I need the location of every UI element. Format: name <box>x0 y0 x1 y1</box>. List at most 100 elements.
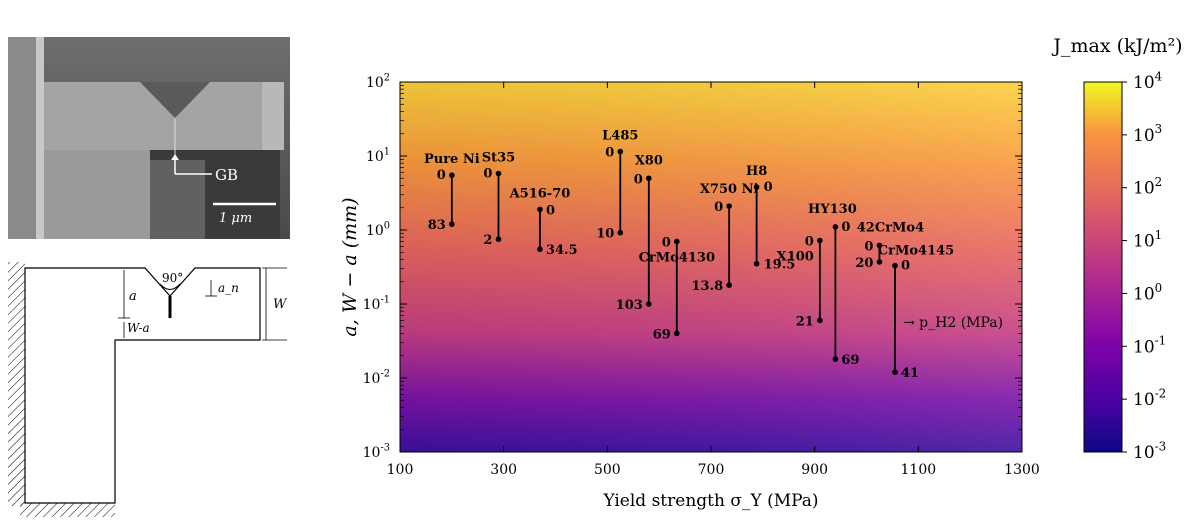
range-top-point <box>646 175 652 182</box>
x-tick-label: 700 <box>698 462 725 478</box>
material-name-label: X100 <box>777 250 814 265</box>
plot-area <box>399 81 1023 453</box>
colorbar-ticks: 104 103 102 101 100 10-1 10-2 10-3 <box>1122 69 1166 463</box>
x-axis-label: Yield strength σ_Y (MPa) <box>602 491 818 511</box>
gb-label: GB <box>215 166 238 184</box>
material-name-label: L485 <box>602 129 638 144</box>
y-tick-label: 10-3 <box>363 443 390 461</box>
x-axis-ticks: 100 300 500 700 900 1100 1300 <box>387 82 1040 478</box>
colorbar-title: J_max (kJ/m²) <box>1051 35 1182 57</box>
colorbar-tick-label: 101 <box>1133 228 1162 252</box>
pressure-bottom-label: 69 <box>841 353 859 368</box>
material-name-label: Pure Ni <box>424 152 480 167</box>
range-bottom-point <box>673 330 680 337</box>
range-bottom-point <box>449 221 455 227</box>
wa-label: W-a <box>127 321 150 335</box>
pressure-bottom-label: 69 <box>653 327 671 342</box>
material-x750-ni: X750 Ni 0 13.8 <box>691 182 758 294</box>
range-bottom-point <box>892 369 898 375</box>
material-name-label: A516-70 <box>509 186 571 201</box>
pressure-bottom-label: 83 <box>428 218 446 233</box>
material-42crmo4: 42CrMo4 0 20 <box>855 220 924 271</box>
a-label: a <box>129 289 137 304</box>
x-tick-label: 1300 <box>1004 462 1040 478</box>
range-bottom-point <box>537 246 543 253</box>
range-top-point <box>876 242 883 249</box>
colorbar-tick-label: 100 <box>1133 281 1162 305</box>
pressure-top-label: 0 <box>483 167 492 182</box>
material-markers: Pure Ni083St3502A516-70034.5L485010X8001… <box>424 129 954 382</box>
material-x80: X80 0 103 <box>616 153 663 313</box>
pressure-bottom-label: 21 <box>796 314 814 329</box>
material-pure-ni: Pure Ni0 83 <box>424 152 480 233</box>
pressure-bottom-label: 13.8 <box>691 279 723 294</box>
y-axis-label: a, W − a (mm) <box>339 197 361 336</box>
range-bottom-point <box>617 229 624 236</box>
pressure-arrow-annotation: → p_H2 (MPa) <box>903 315 1003 331</box>
pressure-top-label: 0 <box>805 235 814 250</box>
pressure-bottom-label: 41 <box>901 366 919 381</box>
range-top-point <box>449 172 455 179</box>
y-tick-label: 10-1 <box>363 295 390 313</box>
material-h8: H80 19.5 <box>746 164 795 273</box>
colorbar-tick-label: 103 <box>1133 122 1162 146</box>
range-bottom-point <box>817 317 823 324</box>
range-top-point <box>495 170 502 177</box>
colorbar-tick-label: 10-2 <box>1133 386 1166 410</box>
pressure-top-label: 0 <box>605 146 614 161</box>
range-bottom-point <box>876 259 883 265</box>
w-label: W <box>273 297 288 312</box>
colorbar-tick-label: 102 <box>1133 175 1162 199</box>
range-top-point <box>617 148 624 155</box>
pressure-bottom-label: 2 <box>483 233 492 248</box>
x-tick-label: 900 <box>801 462 828 478</box>
y-tick-label: 10-2 <box>363 369 390 387</box>
pressure-top-label: 0 <box>437 168 446 183</box>
angle-label: 90° <box>162 271 183 285</box>
x-tick-label: 500 <box>594 462 621 478</box>
x-tick-label: 100 <box>387 462 414 478</box>
material-hy130: HY130 0 69 <box>808 202 859 368</box>
range-bottom-point <box>495 236 502 243</box>
range-top-point <box>892 262 898 269</box>
colorbar: J_max (kJ/m²) <box>1051 35 1183 453</box>
material-name-label: 42CrMo4 <box>857 220 924 235</box>
range-bottom-point <box>832 356 839 362</box>
range-bottom-point <box>646 301 652 307</box>
scale-label: 1 μm <box>219 211 252 226</box>
pressure-bottom-label: 103 <box>616 298 643 313</box>
colorbar-tick-label: 10-3 <box>1133 439 1166 463</box>
pressure-top-label: 0 <box>546 203 555 218</box>
pressure-top-label: 0 <box>662 235 671 250</box>
range-top-point <box>832 224 839 230</box>
an-label: a_n <box>218 281 239 295</box>
pressure-top-label: 0 <box>764 180 773 195</box>
range-top-point <box>537 206 543 213</box>
colorbar-tick-label: 104 <box>1133 69 1162 93</box>
material-a516-70: A516-70 0 34.5 <box>509 186 578 258</box>
range-bottom-point <box>753 260 760 267</box>
x-tick-label: 300 <box>490 462 517 478</box>
pressure-top-label: 0 <box>841 220 850 235</box>
material-name-label: CrMo4130 <box>639 250 715 265</box>
pressure-bottom-label: 20 <box>855 256 873 271</box>
sem-micrograph: GB 1 μm <box>8 37 290 239</box>
material-name-label: HY130 <box>808 202 857 217</box>
material-name-label: H8 <box>746 164 767 179</box>
x-tick-label: 1100 <box>901 462 937 478</box>
material-name-label: CrMo4145 <box>878 244 954 259</box>
pressure-top-label: 0 <box>901 259 910 274</box>
pressure-top-label: 0 <box>864 239 873 254</box>
material-name-label: X80 <box>635 153 663 168</box>
pressure-bottom-label: 19.5 <box>764 258 796 273</box>
pressure-bottom-label: 34.5 <box>546 243 578 258</box>
material-l485: L485 0 10 <box>596 129 638 242</box>
colorbar-tick-label: 10-1 <box>1133 334 1166 358</box>
range-top-point <box>817 237 823 244</box>
